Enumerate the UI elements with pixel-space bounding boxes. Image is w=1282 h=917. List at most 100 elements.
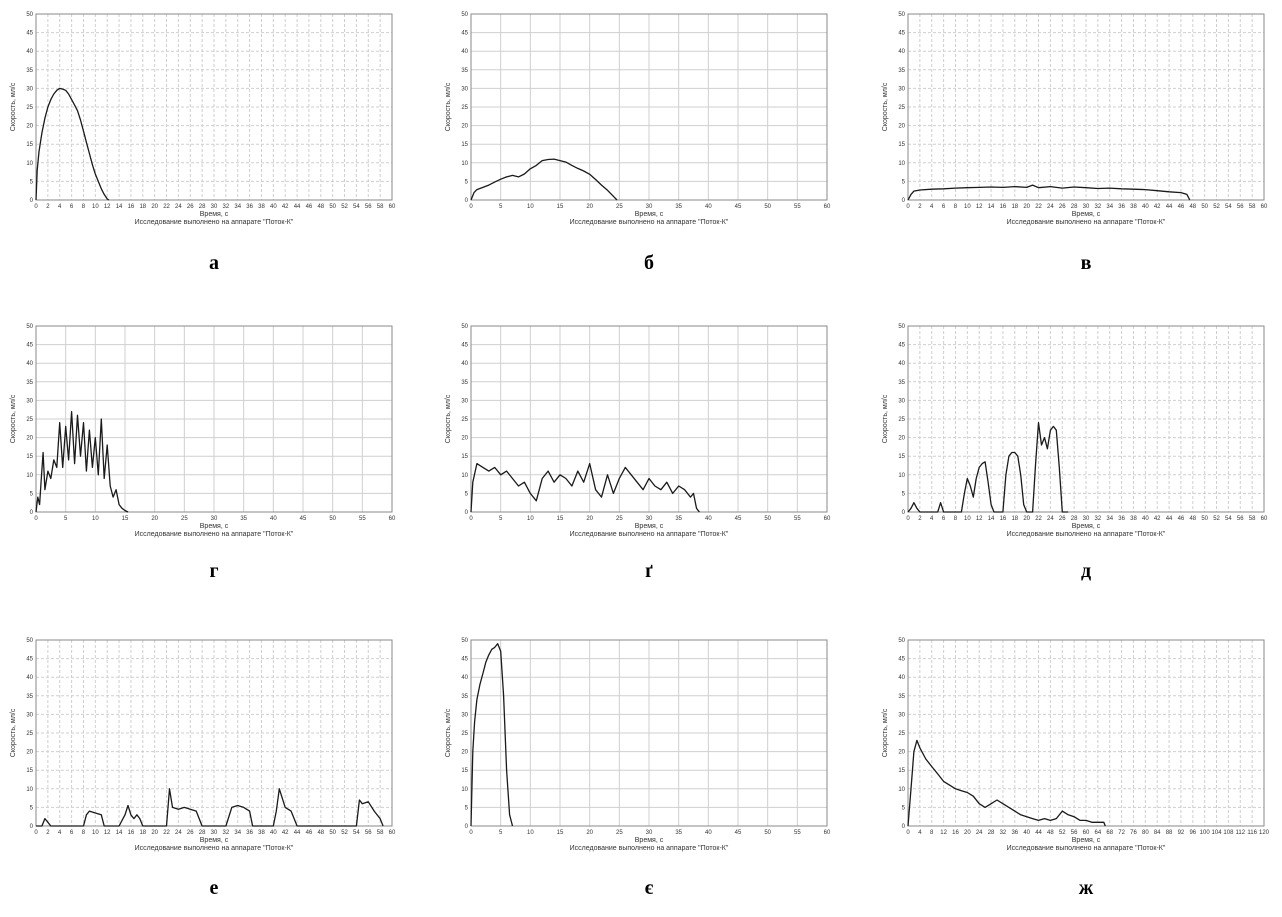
y-tick-label: 5 — [465, 805, 469, 811]
y-tick-label: 0 — [30, 510, 34, 516]
y-tick-label: 35 — [461, 380, 468, 386]
x-tick-label: 20 — [586, 516, 593, 522]
x-axis-label: Время, с — [1072, 211, 1101, 218]
x-tick-label: 44 — [294, 830, 301, 836]
x-tick-label: 4 — [58, 830, 62, 836]
y-axis-label: Скорость, мл/с — [445, 394, 452, 443]
x-axis-label: Время, с — [200, 523, 229, 530]
y-tick-label: 10 — [898, 161, 905, 167]
x-tick-label: 28 — [988, 830, 995, 836]
x-tick-label: 28 — [1071, 516, 1078, 522]
y-tick-label: 50 — [26, 12, 33, 18]
x-tick-label: 25 — [181, 516, 188, 522]
chart-panel-gh: 0 5 10 15 20 25 30 35 40 45 50 55 60 0 5 10 15 20 25 30 35 40… — [443, 318, 833, 554]
x-tick-label: 0 — [469, 830, 473, 836]
x-tick-label: 52 — [1059, 830, 1066, 836]
x-tick-label: 30 — [646, 830, 653, 836]
x-tick-label: 120 — [1259, 830, 1270, 836]
x-tick-label: 60 — [824, 204, 831, 210]
x-tick-label: 40 — [705, 830, 712, 836]
y-tick-label: 15 — [898, 768, 905, 774]
x-tick-label: 55 — [359, 516, 366, 522]
y-axis-label: Скорость, мл/с — [445, 708, 452, 757]
device-note: Исследование выполнено на аппарате "Пото… — [1007, 219, 1166, 226]
panel-letter-label: ґ — [645, 560, 653, 582]
x-tick-label: 60 — [1261, 204, 1268, 210]
x-tick-label: 26 — [1059, 516, 1066, 522]
y-tick-label: 40 — [898, 675, 905, 681]
x-tick-label: 16 — [128, 204, 135, 210]
x-tick-label: 48 — [1189, 204, 1196, 210]
panel-letter-label: б — [644, 252, 654, 274]
x-tick-label: 46 — [1178, 516, 1185, 522]
y-tick-label: 30 — [898, 86, 905, 92]
x-tick-label: 28 — [199, 830, 206, 836]
x-tick-label: 15 — [122, 516, 129, 522]
x-tick-label: 46 — [306, 204, 313, 210]
x-tick-label: 30 — [1083, 516, 1090, 522]
y-tick-label: 5 — [902, 805, 906, 811]
x-tick-label: 0 — [906, 830, 910, 836]
x-tick-label: 40 — [270, 204, 277, 210]
x-tick-label: 12 — [976, 204, 983, 210]
y-tick-label: 10 — [26, 473, 33, 479]
x-tick-label: 16 — [1000, 204, 1007, 210]
y-tick-label: 15 — [898, 142, 905, 148]
x-tick-label: 6 — [70, 830, 74, 836]
uroflow-chart-v: 0 2 4 6 8 10 12 14 16 18 20 22 24 26 28 30 32 34 36 38 40 42 4… — [882, 12, 1268, 226]
x-tick-label: 34 — [234, 830, 241, 836]
x-tick-label: 10 — [527, 204, 534, 210]
uroflow-chart-g: 0 5 10 15 20 25 30 35 40 45 50 55 60 0 5 10 15 20 25 30 35 40… — [10, 324, 396, 538]
x-tick-label: 20 — [586, 204, 593, 210]
x-tick-label: 100 — [1200, 830, 1211, 836]
x-tick-label: 50 — [764, 516, 771, 522]
y-tick-label: 40 — [461, 675, 468, 681]
y-tick-label: 20 — [898, 436, 905, 442]
x-tick-label: 60 — [824, 516, 831, 522]
y-tick-label: 10 — [461, 473, 468, 479]
y-tick-label: 25 — [898, 105, 905, 111]
x-tick-label: 30 — [646, 516, 653, 522]
x-tick-label: 58 — [377, 204, 384, 210]
y-tick-label: 35 — [26, 68, 33, 74]
x-tick-label: 35 — [675, 204, 682, 210]
x-tick-label: 52 — [341, 830, 348, 836]
device-note: Исследование выполнено на аппарате "Пото… — [1007, 531, 1166, 538]
x-tick-label: 24 — [1047, 204, 1054, 210]
x-tick-label: 46 — [306, 830, 313, 836]
x-tick-label: 20 — [586, 830, 593, 836]
x-tick-label: 40 — [705, 516, 712, 522]
y-tick-label: 25 — [26, 417, 33, 423]
x-tick-label: 5 — [499, 204, 503, 210]
x-tick-label: 35 — [675, 830, 682, 836]
x-tick-label: 15 — [557, 516, 564, 522]
x-tick-label: 25 — [616, 516, 623, 522]
flow-curve-line — [35, 410, 129, 513]
x-tick-label: 28 — [1071, 204, 1078, 210]
panel-letter-label: в — [1080, 252, 1092, 274]
x-tick-label: 16 — [952, 830, 959, 836]
x-tick-label: 18 — [139, 830, 146, 836]
flow-curve-line — [470, 158, 618, 201]
plot-frame — [907, 13, 1265, 201]
x-axis-label: Время, с — [200, 837, 229, 844]
y-tick-label: 50 — [461, 12, 468, 18]
y-tick-label: 30 — [26, 712, 33, 718]
y-tick-label: 45 — [898, 31, 905, 37]
y-tick-label: 40 — [461, 361, 468, 367]
x-tick-label: 56 — [365, 204, 372, 210]
y-tick-label: 20 — [26, 124, 33, 130]
x-tick-label: 2 — [918, 204, 922, 210]
y-tick-label: 15 — [26, 768, 33, 774]
x-tick-label: 45 — [735, 204, 742, 210]
x-tick-label: 58 — [1249, 204, 1256, 210]
x-tick-label: 52 — [1213, 516, 1220, 522]
x-tick-label: 56 — [1237, 204, 1244, 210]
y-tick-label: 0 — [30, 198, 34, 204]
y-tick-label: 0 — [465, 824, 469, 830]
y-tick-label: 45 — [26, 657, 33, 663]
x-tick-label: 26 — [187, 830, 194, 836]
panel-letter-label: е — [209, 877, 219, 899]
y-tick-label: 15 — [461, 142, 468, 148]
x-tick-label: 36 — [1118, 204, 1125, 210]
